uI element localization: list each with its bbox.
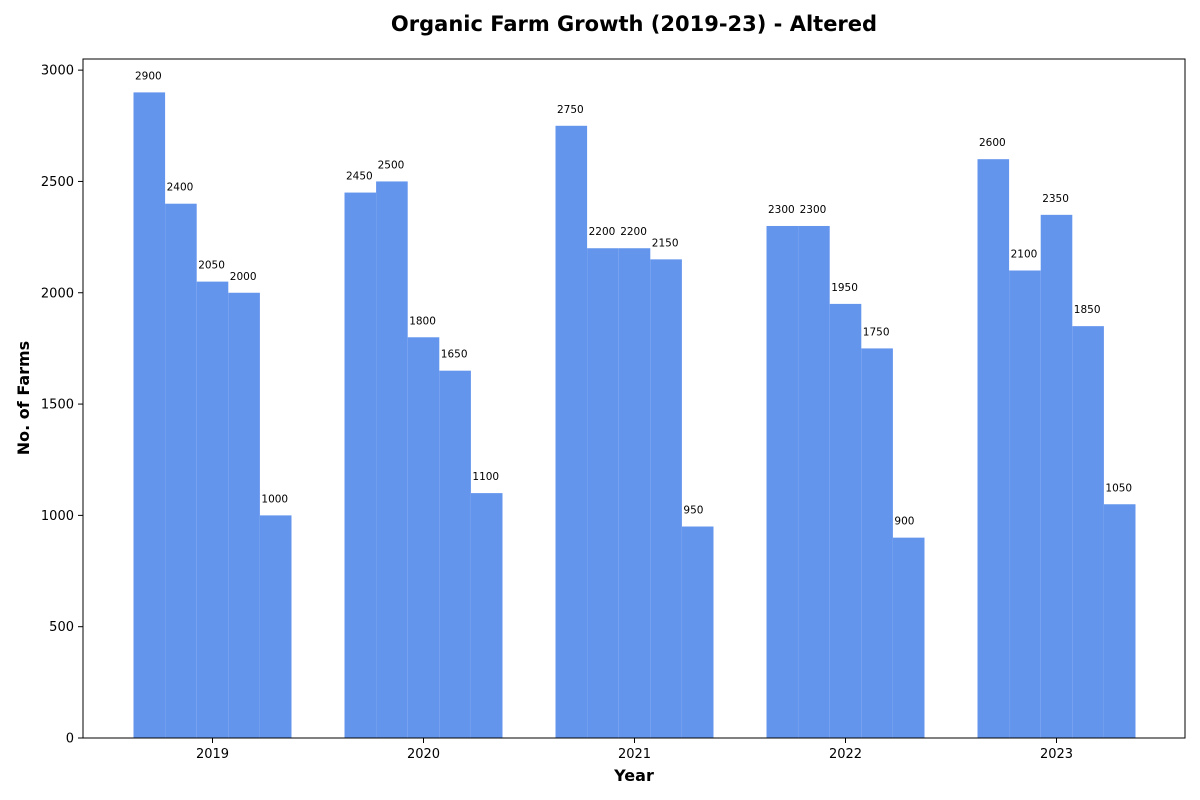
data-label: 1000	[261, 493, 288, 505]
data-label: 2400	[167, 182, 194, 194]
y-tick-label: 500	[49, 620, 74, 635]
x-axis-label: Year	[613, 766, 654, 785]
chart-title: Organic Farm Growth (2019-23) - Altered	[391, 12, 877, 36]
bar	[344, 192, 377, 738]
bar	[376, 181, 408, 738]
bar	[977, 159, 1010, 738]
plot-frame	[82, 58, 1186, 739]
y-tick-label: 2500	[41, 175, 74, 190]
x-tick-label: 2022	[829, 747, 862, 762]
data-label: 1850	[1074, 304, 1101, 316]
data-label: 2350	[1042, 193, 1069, 205]
data-label: 2500	[378, 159, 405, 171]
bar	[133, 92, 166, 738]
data-labels-layer: 2900 2400 2050 2000 1000 2450 2500 1800 1650 1100…	[135, 70, 1132, 527]
data-label: 2600	[979, 137, 1006, 149]
bar	[829, 303, 862, 738]
bar	[470, 493, 503, 738]
x-axis: 2019 2020 2021 2022 2023	[196, 738, 1073, 762]
data-label: 950	[683, 505, 703, 517]
data-label: 2450	[346, 171, 373, 183]
y-tick-label: 0	[66, 732, 74, 747]
y-tick-label: 1500	[41, 398, 74, 413]
bar	[1103, 504, 1136, 738]
data-label: 2050	[198, 260, 225, 272]
bar	[798, 225, 830, 739]
data-label: 1100	[472, 471, 499, 483]
bar	[892, 537, 925, 738]
y-axis: 0 500 1000 1500 2000 2500 3000	[41, 64, 83, 747]
bar	[1040, 214, 1073, 739]
data-label: 2200	[620, 226, 647, 238]
data-label: 2750	[557, 104, 584, 116]
data-label: 1050	[1105, 482, 1132, 494]
data-label: 2300	[800, 204, 827, 216]
bar	[407, 337, 440, 738]
bar	[1009, 270, 1041, 738]
data-label: 2000	[230, 271, 257, 283]
data-label: 1800	[409, 315, 436, 327]
bar	[439, 370, 471, 738]
data-label: 2100	[1011, 248, 1038, 260]
data-label: 1950	[831, 282, 858, 294]
x-tick-label: 2023	[1040, 747, 1073, 762]
bar	[259, 515, 292, 738]
bar	[165, 203, 197, 738]
data-label: 1650	[441, 349, 468, 361]
x-tick-label: 2021	[618, 747, 651, 762]
data-label: 900	[894, 516, 914, 528]
bar	[650, 259, 682, 738]
y-tick-label: 1000	[41, 509, 74, 524]
bar	[555, 125, 588, 739]
bar	[618, 248, 651, 739]
bar	[1072, 326, 1104, 738]
bar	[587, 248, 619, 739]
data-label: 2200	[589, 226, 616, 238]
bar	[681, 526, 714, 738]
y-tick-label: 2000	[41, 286, 74, 301]
bar	[196, 281, 229, 738]
bar	[766, 225, 799, 739]
x-tick-label: 2019	[196, 747, 229, 762]
bar	[228, 292, 260, 738]
data-label: 1750	[863, 326, 890, 338]
bar	[861, 348, 893, 738]
data-label: 2300	[768, 204, 795, 216]
bars-layer	[133, 92, 1136, 739]
x-tick-label: 2020	[407, 747, 440, 762]
y-tick-label: 3000	[41, 64, 74, 79]
y-axis-label: No. of Farms	[14, 341, 33, 455]
data-label: 2900	[135, 70, 162, 82]
data-label: 2150	[652, 237, 679, 249]
